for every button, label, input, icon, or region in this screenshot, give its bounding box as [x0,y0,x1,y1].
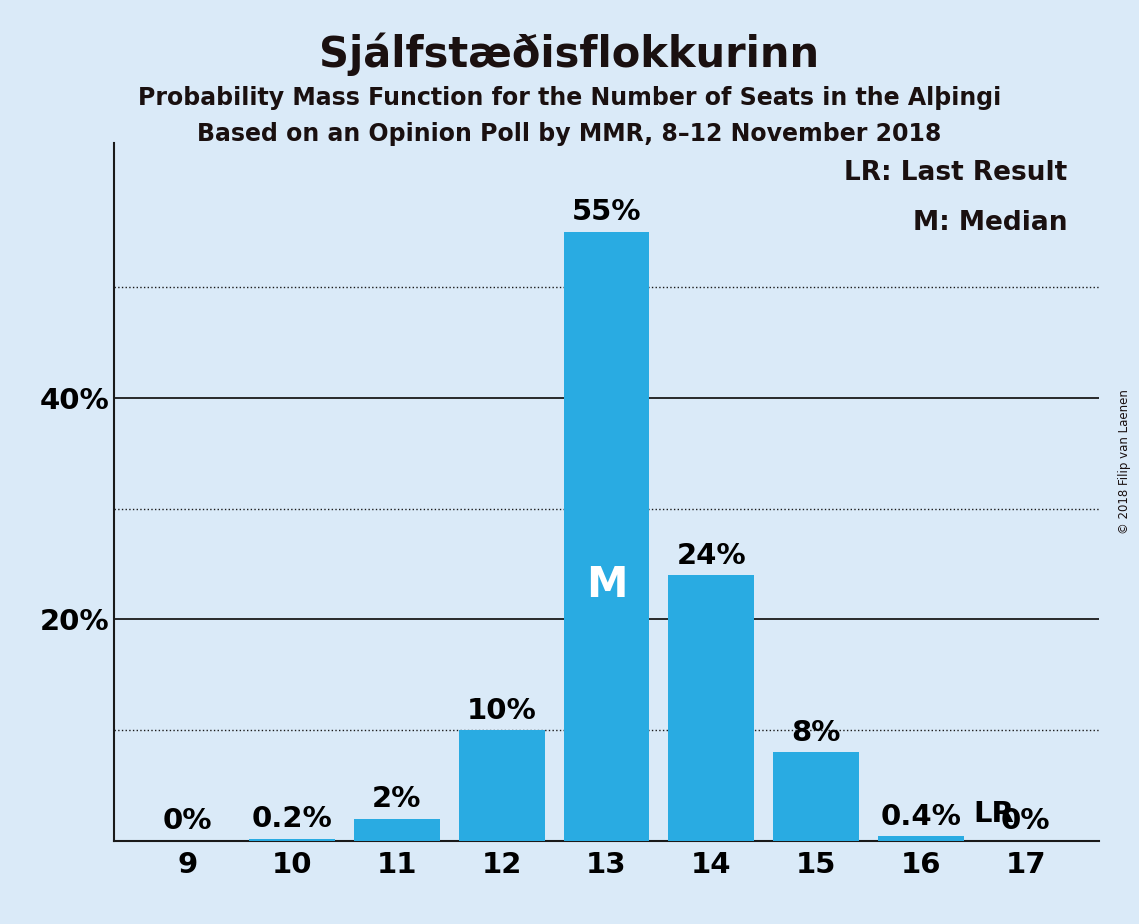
Bar [564,232,649,841]
Text: M: Median: M: Median [913,210,1067,236]
Text: Based on an Opinion Poll by MMR, 8–12 November 2018: Based on an Opinion Poll by MMR, 8–12 No… [197,122,942,146]
Text: Sjálfstæðisflokkurinn: Sjálfstæðisflokkurinn [319,32,820,76]
Text: 2%: 2% [372,785,421,813]
Text: 0.2%: 0.2% [252,805,333,833]
Bar [669,575,754,841]
Text: 10%: 10% [467,697,536,724]
Text: 55%: 55% [572,199,641,226]
Text: Probability Mass Function for the Number of Seats in the Alþingi: Probability Mass Function for the Number… [138,86,1001,110]
Text: © 2018 Filip van Laenen: © 2018 Filip van Laenen [1118,390,1131,534]
Bar [249,839,335,841]
Text: 0%: 0% [163,808,212,835]
Text: 0%: 0% [1001,808,1050,835]
Text: LR: Last Result: LR: Last Result [844,160,1067,186]
Bar [459,730,544,841]
Text: 24%: 24% [677,541,746,569]
Bar [878,836,964,841]
Text: 8%: 8% [792,719,841,747]
Bar [773,752,859,841]
Text: M: M [585,564,628,606]
Bar [354,819,440,841]
Text: 0.4%: 0.4% [880,803,961,831]
Text: LR: LR [974,799,1014,828]
